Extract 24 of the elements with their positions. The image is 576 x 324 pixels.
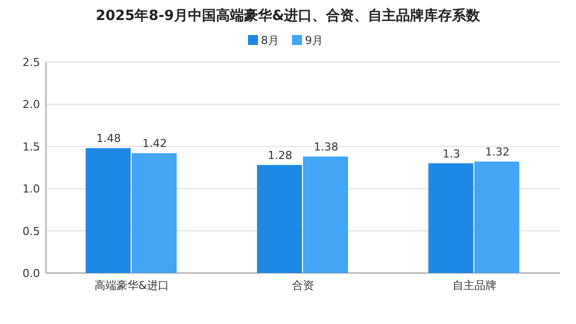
bar [428, 163, 474, 273]
y-tick-label: 0.5 [22, 224, 40, 238]
data-label: 1.38 [314, 140, 338, 154]
bar [86, 148, 131, 273]
legend-label: 8月 [261, 34, 279, 47]
data-label: 1.3 [442, 147, 460, 160]
bar [474, 162, 520, 273]
bar [132, 153, 177, 273]
data-label: 1.42 [142, 137, 167, 150]
data-label: 1.28 [268, 148, 292, 162]
legend-label: 9月 [305, 34, 323, 47]
y-tick-label: 2.5 [22, 56, 40, 69]
y-tick-label: 1.5 [22, 140, 40, 154]
data-label: 1.32 [485, 146, 510, 159]
y-tick-label: 0.0 [22, 267, 40, 280]
chart-title: 2025年8-9月中国高端豪华&进口、合资、自主品牌库存系数 [96, 7, 482, 24]
data-label: 1.48 [96, 132, 121, 146]
y-tick-label: 1.0 [22, 182, 40, 196]
x-tick-label: 高端豪华&进口 [94, 279, 169, 292]
x-tick-label: 合资 [292, 279, 314, 292]
bar [257, 164, 302, 273]
x-tick-label: 自主品牌 [452, 279, 496, 292]
y-tick-label: 2.0 [22, 98, 40, 112]
bar [303, 156, 348, 273]
